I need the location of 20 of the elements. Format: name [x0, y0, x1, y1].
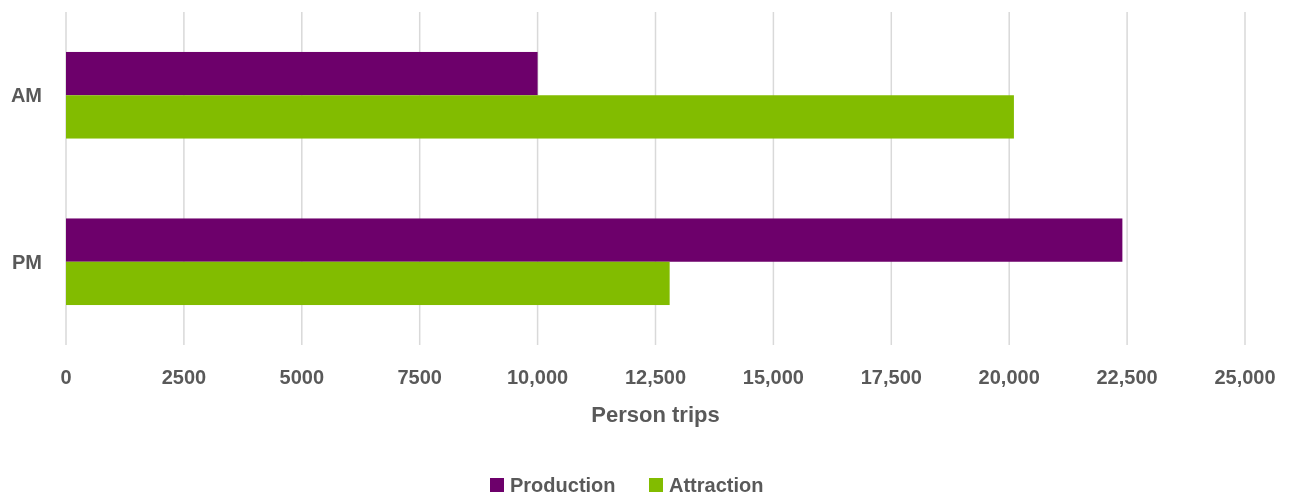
x-tick-label: 7500: [397, 366, 442, 388]
x-tick-label: 15,000: [742, 366, 804, 388]
x-axis-title: Person trips: [591, 402, 720, 427]
x-tick-label: 25,000: [1214, 366, 1276, 388]
x-tick-label: 5000: [279, 366, 325, 388]
x-tick-label: 0: [60, 366, 72, 388]
x-tick-label: 22,500: [1096, 366, 1158, 388]
legend-label: Attraction: [669, 474, 764, 496]
bar: [66, 51, 538, 96]
x-tick-label: 2500: [161, 366, 207, 388]
bar: [66, 95, 1014, 139]
x-tick-label: 17,500: [860, 366, 922, 388]
legend-label: Production: [510, 474, 616, 496]
x-tick-label: 10,000: [507, 366, 569, 388]
bar: [66, 261, 670, 306]
x-tick-label: 12,500: [624, 366, 687, 388]
bar: [66, 218, 1123, 262]
y-tick-label: AM: [10, 84, 42, 107]
x-tick-label: 20,000: [978, 366, 1040, 388]
y-tick-label: PM: [12, 250, 42, 273]
